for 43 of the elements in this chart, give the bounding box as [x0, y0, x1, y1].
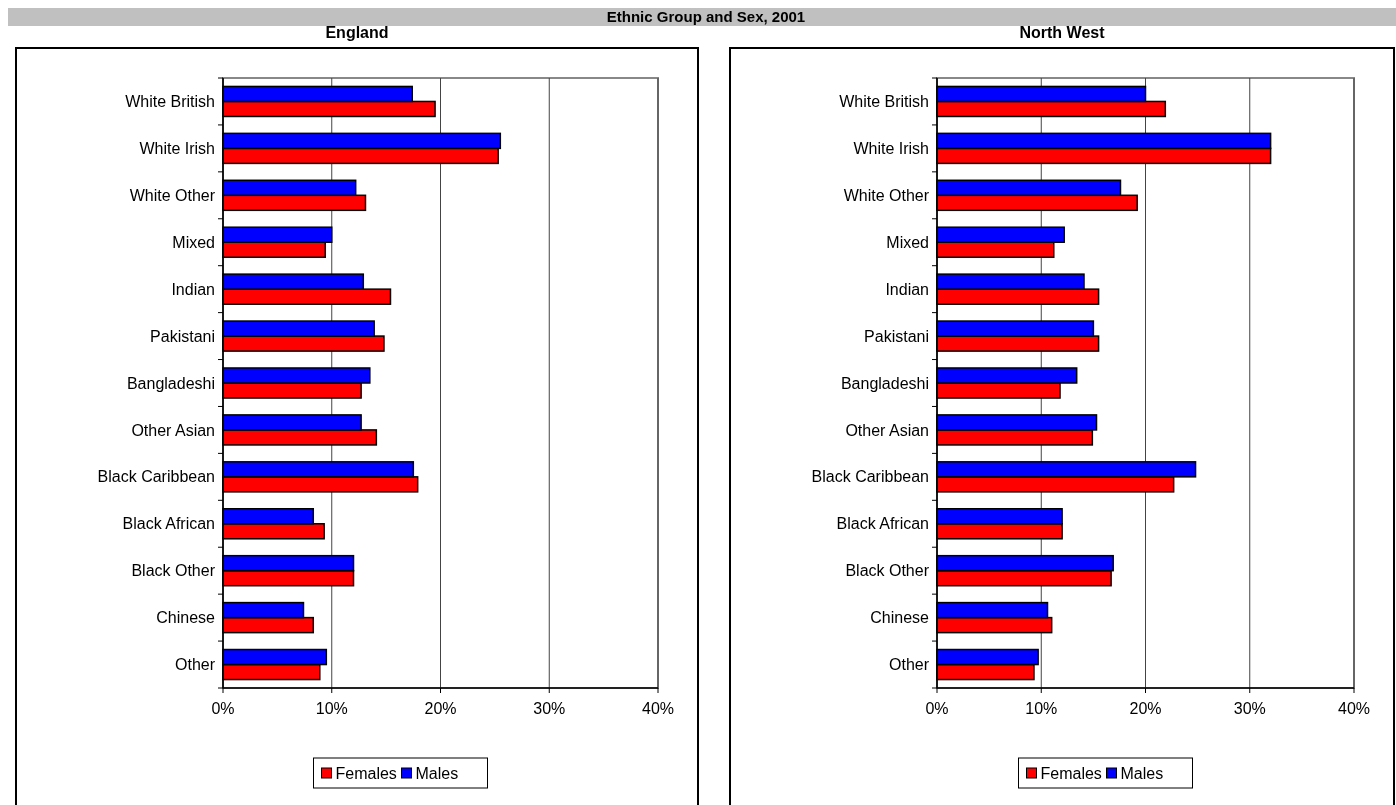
legend-label: Females	[1040, 765, 1102, 782]
y-tick-label: Pakistani	[150, 327, 215, 345]
y-tick-label: Black Caribbean	[97, 468, 215, 486]
legend-label: Males	[1120, 765, 1164, 782]
y-tick-label: Other Asian	[845, 421, 929, 439]
x-tick-label: 0%	[211, 700, 235, 717]
chart-title: England	[325, 24, 389, 41]
y-tick-label: White Irish	[853, 139, 929, 157]
y-tick-label: Mixed	[886, 233, 929, 251]
y-tick-label: Black Caribbean	[811, 468, 929, 486]
y-tick-label: Chinese	[156, 609, 216, 627]
y-tick-label: White British	[839, 93, 929, 111]
x-tick-label: 40%	[1337, 700, 1371, 717]
x-tick-label: 30%	[533, 700, 566, 717]
y-tick-label: White British	[125, 93, 215, 111]
y-tick-label: Black Other	[131, 562, 216, 580]
legend-label: Females	[335, 765, 397, 782]
y-tick-label: Other	[174, 656, 216, 674]
y-tick-label: Indian	[171, 280, 215, 298]
legend-label: Males	[415, 765, 459, 782]
y-tick-label: Mixed	[172, 233, 215, 251]
y-tick-label: Bangladeshi	[126, 374, 215, 392]
y-tick-label: Black African	[122, 515, 215, 533]
x-tick-label: 10%	[1025, 700, 1058, 717]
y-tick-label: Black African	[836, 515, 929, 533]
x-tick-label: 40%	[641, 700, 675, 717]
y-tick-label: Chinese	[870, 609, 930, 627]
y-tick-label: Other Asian	[131, 421, 215, 439]
y-tick-label: White Other	[843, 186, 930, 204]
x-tick-label: 30%	[1233, 700, 1266, 717]
y-tick-label: Pakistani	[864, 327, 929, 345]
chart-title: North West	[1019, 24, 1106, 41]
x-tick-label: 10%	[315, 700, 348, 717]
y-tick-label: White Other	[129, 186, 216, 204]
x-tick-label: 0%	[925, 700, 949, 717]
text: Ethnic Group and Sex, 2001	[606, 8, 806, 25]
x-tick-label: 20%	[1129, 700, 1162, 717]
y-tick-label: Black Other	[845, 562, 930, 580]
y-tick-label: Indian	[885, 280, 929, 298]
x-tick-label: 20%	[424, 700, 457, 717]
y-tick-label: Other	[888, 656, 930, 674]
y-tick-label: Bangladeshi	[840, 374, 929, 392]
y-tick-label: White Irish	[139, 139, 215, 157]
